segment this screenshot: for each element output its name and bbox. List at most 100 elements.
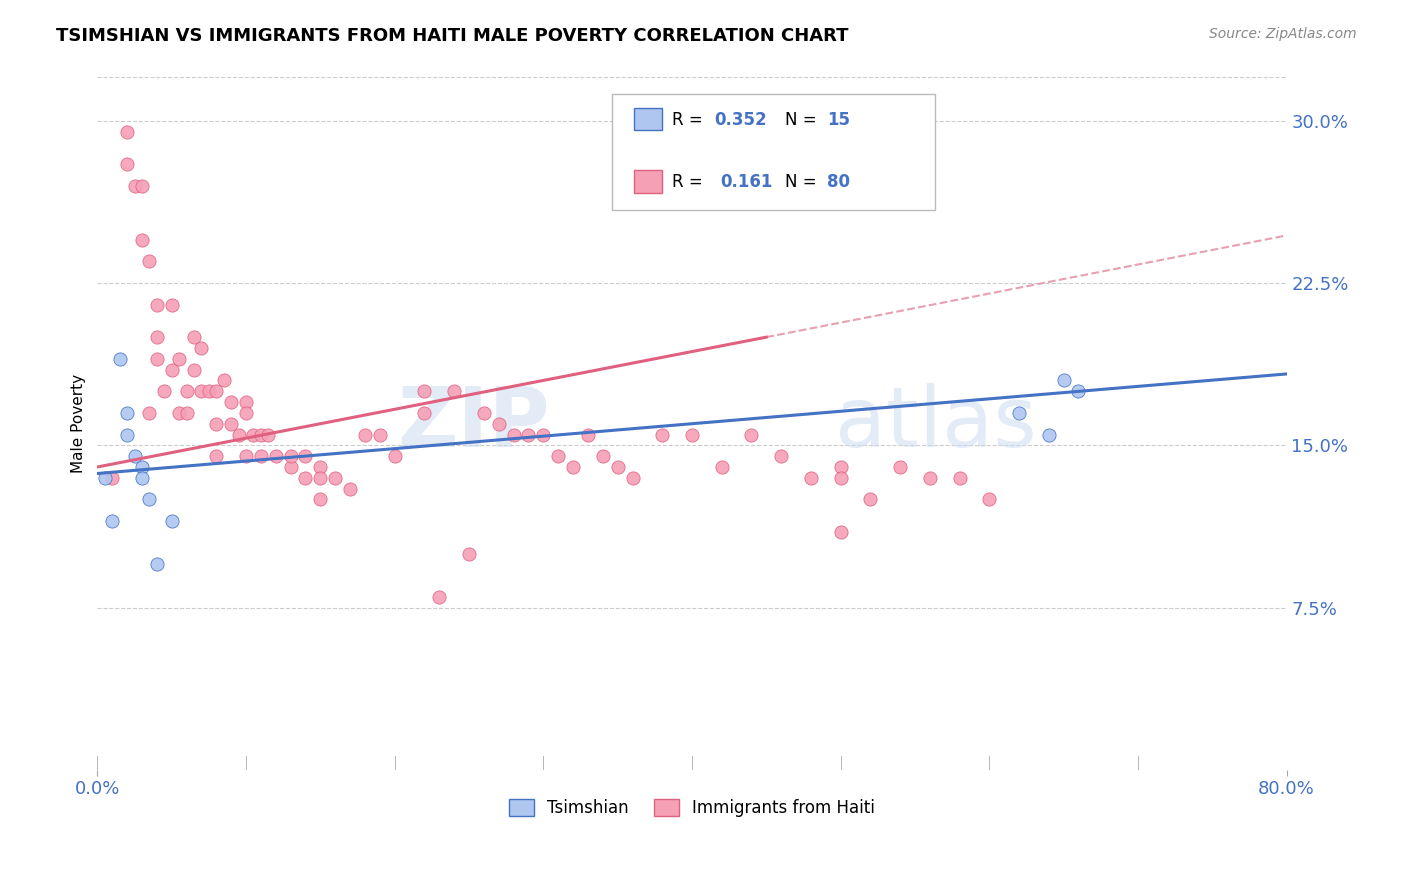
Point: [131, 460, 153, 475]
Point: [948, 471, 970, 485]
Point: [472, 406, 495, 420]
Point: [280, 449, 302, 463]
Legend: Tsimshian, Immigrants from Haiti: Tsimshian, Immigrants from Haiti: [502, 792, 882, 824]
Point: [918, 471, 941, 485]
Point: [562, 460, 585, 475]
Text: atlas: atlas: [835, 384, 1036, 464]
Point: [309, 471, 332, 485]
Point: [309, 492, 332, 507]
Point: [183, 330, 205, 344]
Point: [146, 351, 169, 366]
Point: [198, 384, 221, 399]
Point: [859, 492, 882, 507]
Point: [131, 178, 153, 193]
Point: [138, 492, 160, 507]
Point: [1052, 373, 1074, 387]
Point: [309, 460, 332, 475]
Point: [830, 524, 852, 539]
Point: [160, 514, 183, 528]
Point: [488, 417, 510, 431]
Point: [108, 351, 131, 366]
Point: [294, 471, 316, 485]
Point: [621, 471, 644, 485]
Point: [205, 384, 228, 399]
Text: N =: N =: [785, 111, 821, 128]
Point: [131, 471, 153, 485]
Point: [830, 471, 852, 485]
Point: [592, 449, 614, 463]
Point: [131, 233, 153, 247]
Point: [1038, 427, 1060, 442]
Point: [651, 427, 673, 442]
Point: [384, 449, 406, 463]
Point: [176, 384, 198, 399]
Point: [101, 514, 124, 528]
Point: [219, 417, 242, 431]
Point: [190, 341, 212, 355]
Point: [101, 471, 124, 485]
Point: [235, 406, 257, 420]
Point: [228, 427, 250, 442]
Point: [547, 449, 569, 463]
Point: [242, 427, 264, 442]
Point: [160, 362, 183, 376]
Point: [138, 406, 160, 420]
Point: [606, 460, 628, 475]
Point: [219, 395, 242, 409]
Point: [800, 471, 823, 485]
Point: [212, 373, 235, 387]
Point: [115, 406, 138, 420]
Text: 0.352: 0.352: [714, 111, 766, 128]
Text: R =: R =: [672, 111, 709, 128]
Point: [257, 427, 280, 442]
Point: [205, 449, 228, 463]
Point: [681, 427, 703, 442]
Point: [190, 384, 212, 399]
Point: [250, 449, 273, 463]
Point: [160, 298, 183, 312]
Point: [576, 427, 599, 442]
Point: [138, 254, 160, 268]
Text: TSIMSHIAN VS IMMIGRANTS FROM HAITI MALE POVERTY CORRELATION CHART: TSIMSHIAN VS IMMIGRANTS FROM HAITI MALE …: [56, 27, 849, 45]
Point: [710, 460, 733, 475]
Point: [427, 590, 450, 604]
Point: [979, 492, 1001, 507]
Point: [740, 427, 762, 442]
Point: [183, 362, 205, 376]
Point: [1008, 406, 1031, 420]
Point: [443, 384, 465, 399]
Text: 15: 15: [827, 111, 849, 128]
Y-axis label: Male Poverty: Male Poverty: [72, 374, 86, 474]
Point: [124, 449, 146, 463]
Point: [115, 124, 138, 138]
Point: [354, 427, 377, 442]
Point: [235, 395, 257, 409]
Point: [167, 406, 190, 420]
Point: [830, 460, 852, 475]
Point: [413, 384, 436, 399]
Point: [531, 427, 554, 442]
Point: [205, 417, 228, 431]
Point: [294, 449, 316, 463]
Point: [889, 460, 911, 475]
Text: N =: N =: [785, 173, 821, 191]
Text: R =: R =: [672, 173, 713, 191]
Point: [146, 298, 169, 312]
Point: [167, 351, 190, 366]
Point: [1067, 384, 1090, 399]
Point: [124, 178, 146, 193]
Point: [153, 384, 176, 399]
Point: [146, 558, 169, 572]
Point: [280, 460, 302, 475]
Point: [368, 427, 391, 442]
Text: 80: 80: [827, 173, 849, 191]
Point: [146, 330, 169, 344]
Point: [115, 157, 138, 171]
Point: [413, 406, 436, 420]
Point: [517, 427, 540, 442]
Point: [235, 449, 257, 463]
Text: 0.161: 0.161: [720, 173, 772, 191]
Point: [458, 547, 481, 561]
Text: Source: ZipAtlas.com: Source: ZipAtlas.com: [1209, 27, 1357, 41]
Point: [264, 449, 287, 463]
